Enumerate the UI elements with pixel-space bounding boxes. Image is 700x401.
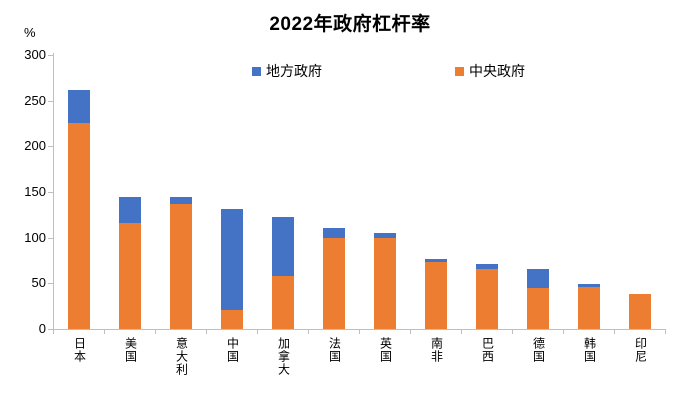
- x-axis-tick: [308, 330, 309, 334]
- y-axis-tick: [48, 55, 53, 56]
- bar-segment-local: [526, 268, 549, 288]
- bar-segment-local: [577, 284, 600, 287]
- legend-label: 地方政府: [266, 63, 322, 79]
- bar-segment-local: [67, 89, 90, 123]
- bar-segment-central: [271, 276, 294, 329]
- x-axis-tick: [206, 330, 207, 334]
- x-axis-tick: [53, 330, 54, 334]
- bar-segment-central: [118, 223, 141, 329]
- category-label: 德国: [531, 337, 546, 363]
- category-label: 南非: [429, 337, 444, 363]
- x-axis-tick: [257, 330, 258, 334]
- x-axis-tick: [104, 330, 105, 334]
- y-axis-tick: [48, 237, 53, 239]
- x-axis-tick: [614, 330, 615, 334]
- category-label: 美国: [123, 337, 138, 363]
- bar-segment-central: [577, 286, 600, 329]
- x-axis-tick: [665, 330, 666, 334]
- bar-segment-local: [475, 264, 498, 269]
- y-tick-label: 0: [38, 321, 46, 336]
- category-label: 中国: [225, 337, 240, 363]
- category-label: 法国: [327, 337, 342, 363]
- category-label: 英国: [378, 337, 393, 363]
- y-axis-tick: [48, 100, 53, 102]
- y-axis-line: [53, 53, 54, 330]
- bar-segment-central: [373, 237, 396, 329]
- category-label: 加拿大: [276, 337, 291, 376]
- bar-segment-local: [322, 227, 345, 238]
- y-tick-label: 100: [24, 229, 46, 245]
- category-label: 韩国: [582, 337, 597, 363]
- legend-swatch-orange: [455, 66, 464, 76]
- x-axis-tick: [461, 330, 462, 334]
- bar-segment-local: [271, 216, 294, 277]
- y-axis-unit-label: %: [24, 25, 36, 40]
- bar-segment-local: [118, 197, 141, 224]
- x-axis-tick: [410, 330, 411, 334]
- x-axis-tick: [512, 330, 513, 334]
- category-label: 意大利: [174, 337, 189, 376]
- y-tick-label: 50: [31, 275, 46, 291]
- bar-segment-local: [220, 209, 243, 310]
- bar-segment-local: [169, 197, 192, 204]
- category-label: 印尼: [633, 337, 648, 363]
- y-axis-tick: [48, 146, 53, 148]
- category-label: 日本: [72, 337, 87, 363]
- x-axis-line: [53, 329, 666, 330]
- x-axis-tick: [563, 330, 564, 334]
- legend-item-local-government: 地方政府: [252, 61, 322, 81]
- legend-swatch-blue: [252, 66, 261, 76]
- legend-label: 中央政府: [469, 63, 525, 79]
- legend-item-central-government: 中央政府: [455, 61, 525, 81]
- bar-segment-central: [322, 237, 345, 329]
- x-axis-tick: [359, 330, 360, 334]
- bar-segment-local: [373, 233, 396, 238]
- y-axis-tick: [48, 329, 53, 330]
- y-tick-label: 300: [24, 47, 46, 62]
- x-axis-tick: [155, 330, 156, 334]
- bar-segment-central: [424, 262, 447, 329]
- y-tick-label: 250: [24, 92, 46, 108]
- y-axis-tick: [48, 283, 53, 285]
- bar-segment-central: [628, 294, 651, 329]
- bar-segment-central: [220, 309, 243, 329]
- category-label: 巴西: [480, 337, 495, 363]
- bar-segment-central: [67, 122, 90, 329]
- bar-segment-central: [526, 287, 549, 329]
- y-axis-tick: [48, 192, 53, 193]
- bar-segment-central: [475, 268, 498, 329]
- bar-segment-central: [169, 203, 192, 329]
- y-tick-label: 200: [24, 138, 46, 154]
- chart-title: 2022年政府杠杆率: [269, 14, 431, 35]
- bar-segment-local: [424, 258, 447, 263]
- y-tick-label: 150: [24, 184, 46, 199]
